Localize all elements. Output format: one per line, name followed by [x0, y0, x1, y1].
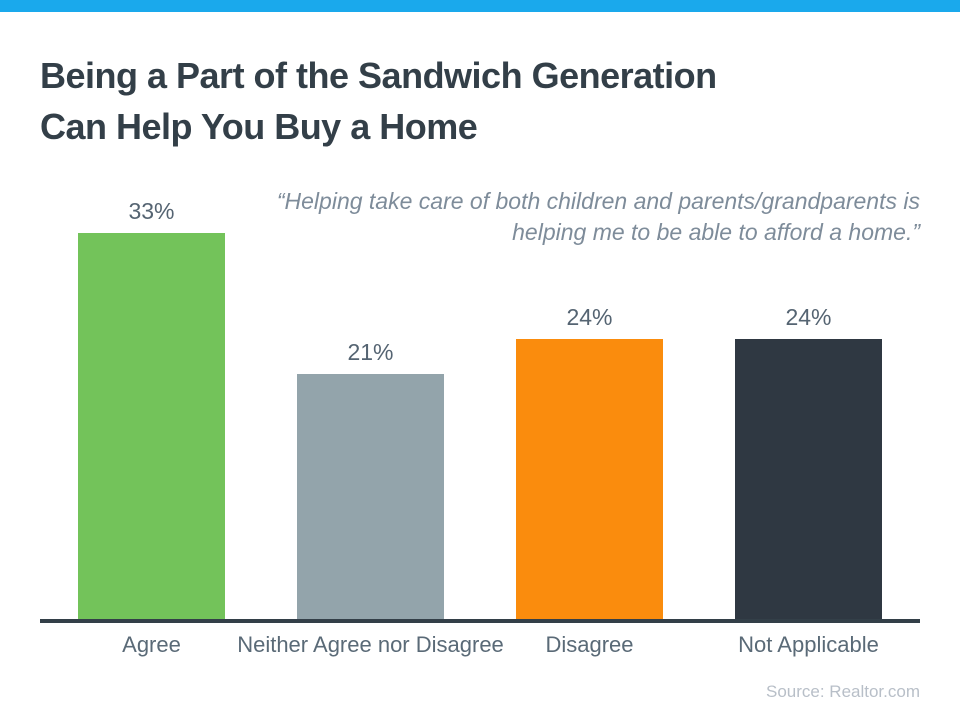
category-labels-row: Agree Neither Agree nor Disagree Disagre…: [40, 632, 920, 658]
quote-line-1: “Helping take care of both children and …: [276, 188, 920, 214]
bar-column-neither: 21%: [297, 339, 444, 620]
title-line-2: Can Help You Buy a Home: [40, 106, 478, 147]
title-line-1: Being a Part of the Sandwich Generation: [40, 55, 717, 96]
category-label-not-applicable: Not Applicable: [738, 632, 879, 657]
bar-value-label: 24%: [785, 304, 832, 330]
x-axis-line: [40, 619, 920, 623]
category-label-neither: Neither Agree nor Disagree: [237, 632, 504, 657]
bar-value-label: 21%: [347, 339, 394, 365]
page-title: Being a Part of the Sandwich Generation …: [40, 50, 717, 152]
bar-neither-agree-nor-disagree: [297, 374, 444, 620]
bar-column-disagree: 24%: [516, 304, 663, 620]
bar-disagree: [516, 339, 663, 620]
bar-value-label: 33%: [128, 198, 175, 224]
top-accent-bar: [0, 0, 960, 12]
bar-agree: [78, 233, 225, 620]
quote-line-2: helping me to be able to afford a home.”: [512, 219, 920, 245]
bar-not-applicable: [735, 339, 882, 620]
quote-text: “Helping take care of both children and …: [277, 186, 920, 248]
bars-row: 33% 21% 24% 24%: [40, 198, 920, 620]
category-label-agree: Agree: [122, 632, 181, 657]
bar-column-not-applicable: 24%: [735, 304, 882, 620]
bar-value-label: 24%: [566, 304, 613, 330]
category-label-disagree: Disagree: [545, 632, 634, 657]
source-credit: Source: Realtor.com: [765, 682, 920, 701]
bar-column-agree: 33%: [78, 198, 225, 620]
